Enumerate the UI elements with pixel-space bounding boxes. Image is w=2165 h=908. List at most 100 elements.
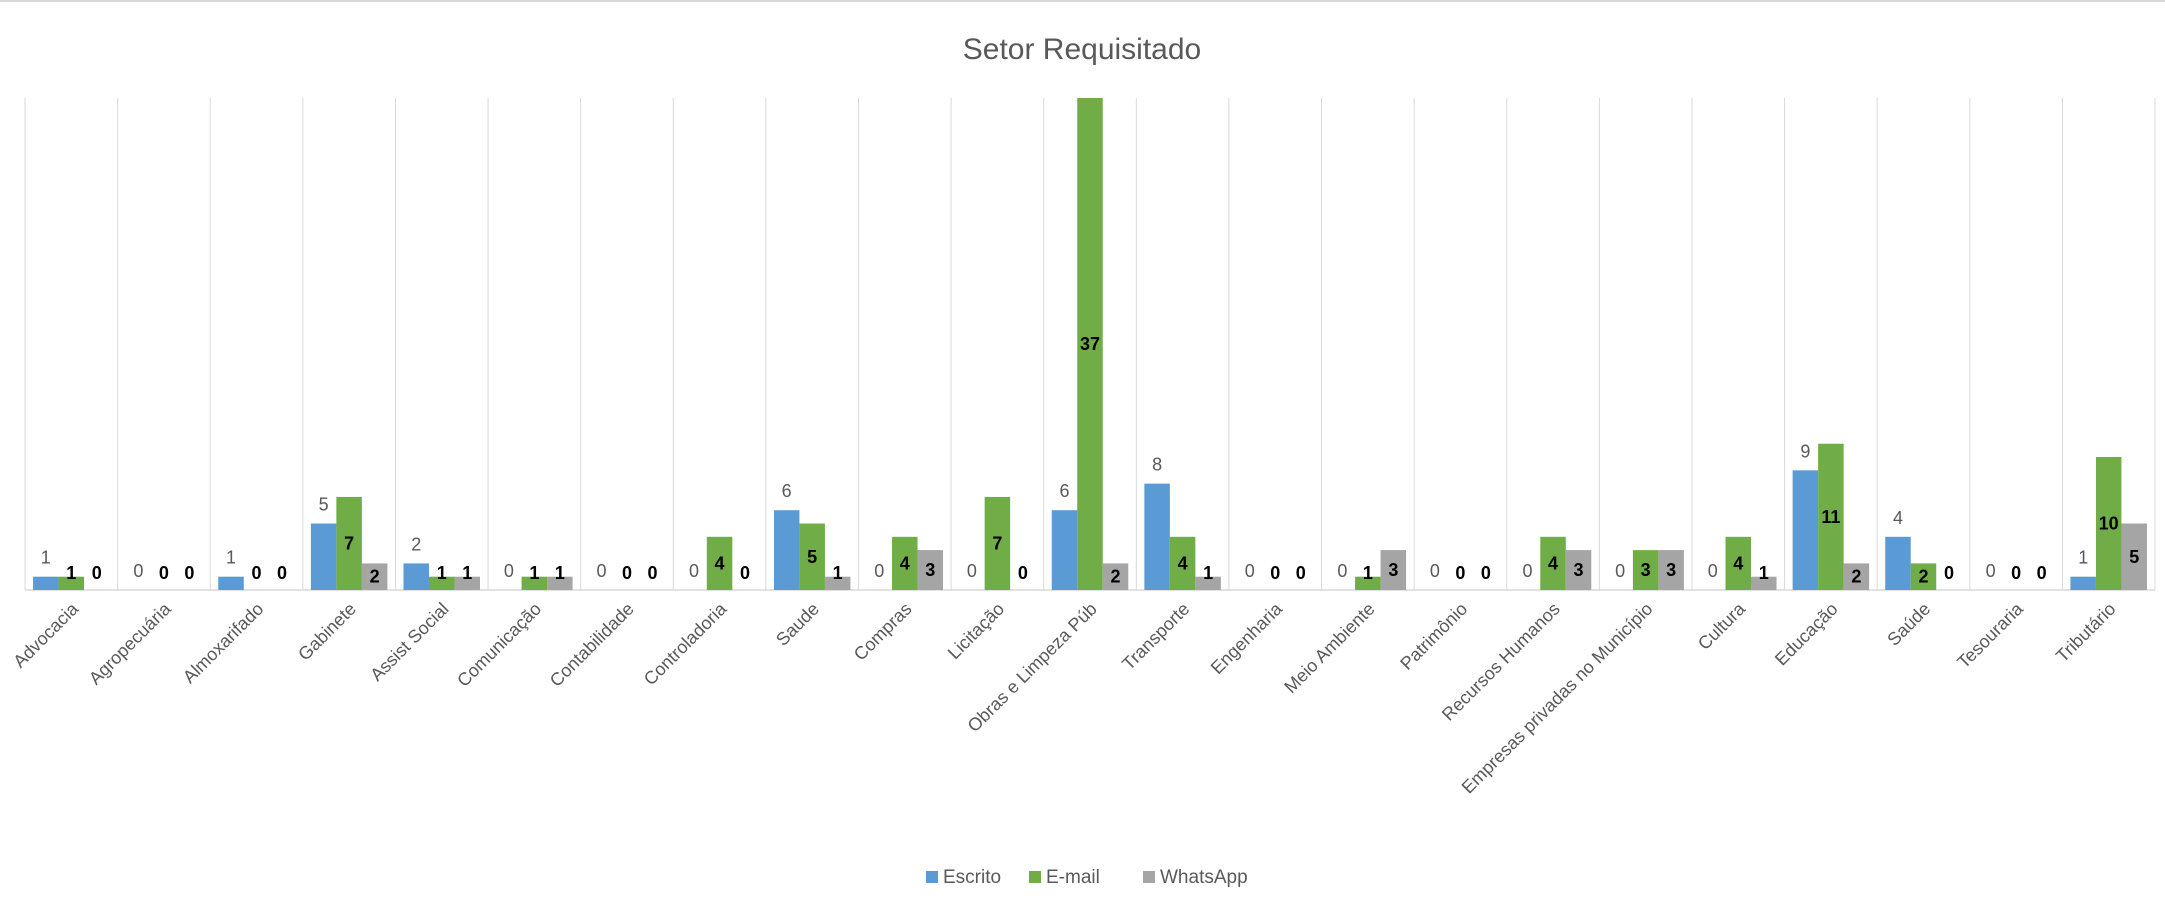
data-label-escrito-saude: 4 <box>1893 508 1903 528</box>
data-label-whatsapp-agropecuaria: 0 <box>184 563 194 583</box>
data-label-whatsapp-cultura: 1 <box>1759 563 1769 583</box>
data-label-escrito-assist-social: 2 <box>411 534 421 554</box>
category-label-tesouraria: Tesouraria <box>1953 598 2027 672</box>
bar-escrito-educacao <box>1792 470 1819 590</box>
bar-whatsapp-educacao <box>1843 563 1870 590</box>
data-label-e-mail-agropecuaria: 0 <box>159 563 169 583</box>
bar-escrito-saude <box>773 510 800 590</box>
data-label-escrito-tesouraria: 0 <box>1986 561 1996 581</box>
bar-e-mail-comunicacao <box>521 576 548 590</box>
data-label-e-mail-tesouraria: 0 <box>2011 563 2021 583</box>
data-label-escrito-meio-ambiente: 0 <box>1337 561 1347 581</box>
bar-whatsapp-recursos-humanos <box>1565 550 1592 590</box>
category-label-comunicacao: Comunicação <box>453 599 545 691</box>
data-label-whatsapp-engenharia: 0 <box>1296 563 1306 583</box>
bar-e-mail-assist-social <box>428 576 455 590</box>
legend-swatch-escrito <box>926 871 938 883</box>
legend-label-whatsapp: WhatsApp <box>1160 867 1248 888</box>
data-label-whatsapp-licitacao: 0 <box>1018 563 1028 583</box>
data-label-escrito-engenharia: 0 <box>1245 561 1255 581</box>
data-label-whatsapp-comunicacao: 1 <box>555 563 565 583</box>
data-label-e-mail-meio-ambiente: 1 <box>1363 563 1373 583</box>
data-label-whatsapp-educacao: 2 <box>1851 567 1861 587</box>
category-label-engenharia: Engenharia <box>1207 598 1287 678</box>
bar-e-mail-obras-e-limpeza-pub <box>1077 98 1103 590</box>
data-label-escrito-recursos-humanos: 0 <box>1523 561 1533 581</box>
bar-escrito-saude <box>1885 536 1911 590</box>
bar-e-mail-controladoria <box>706 536 733 590</box>
data-label-whatsapp-almoxarifado: 0 <box>277 563 287 583</box>
bar-e-mail-saude <box>799 523 825 590</box>
legend-label-escrito: Escrito <box>943 867 1001 888</box>
data-label-escrito-licitacao: 0 <box>967 561 977 581</box>
bar-whatsapp-compras <box>917 550 944 590</box>
bar-whatsapp-tributario <box>2121 523 2147 590</box>
bar-whatsapp-transporte <box>1195 576 1221 590</box>
bar-escrito-tributario <box>2070 576 2096 590</box>
data-label-e-mail-gabinete: 7 <box>344 533 354 553</box>
bar-escrito-obras-e-limpeza-pub <box>1051 510 1078 590</box>
data-label-whatsapp-tesouraria: 0 <box>2037 563 2047 583</box>
bar-whatsapp-empresas-privadas-no-municipio <box>1658 550 1684 590</box>
category-label-saude: Saude <box>772 599 823 650</box>
data-label-whatsapp-compras: 3 <box>925 560 935 580</box>
data-label-whatsapp-recursos-humanos: 3 <box>1574 560 1584 580</box>
data-label-whatsapp-meio-ambiente: 3 <box>1388 560 1398 580</box>
data-label-escrito-comunicacao: 0 <box>504 561 514 581</box>
category-label-assist-social: Assist Social <box>366 599 452 685</box>
data-label-e-mail-recursos-humanos: 4 <box>1548 553 1558 573</box>
bar-whatsapp-meio-ambiente <box>1380 550 1407 590</box>
legend-swatch-e-mail <box>1029 871 1041 883</box>
data-label-whatsapp-controladoria: 0 <box>740 563 750 583</box>
data-label-e-mail-empresas-privadas-no-municipio: 3 <box>1641 560 1651 580</box>
category-label-almoxarifado: Almoxarifado <box>179 599 267 687</box>
data-label-whatsapp-contabilidade: 0 <box>647 563 657 583</box>
bar-e-mail-cultura <box>1725 536 1752 590</box>
chart-title: Setor Requisitado <box>963 33 1201 66</box>
bar-e-mail-transporte <box>1169 536 1196 590</box>
category-label-contabilidade: Contabilidade <box>546 599 638 691</box>
data-label-escrito-agropecuaria: 0 <box>133 561 143 581</box>
data-label-escrito-contabilidade: 0 <box>596 561 606 581</box>
bar-e-mail-meio-ambiente <box>1355 576 1381 590</box>
legend-swatch-whatsapp <box>1143 871 1155 883</box>
category-label-educacao: Educação <box>1771 599 1842 670</box>
data-label-e-mail-cultura: 4 <box>1733 553 1743 573</box>
data-label-escrito-transporte: 8 <box>1152 455 1162 475</box>
category-label-gabinete: Gabinete <box>294 599 360 665</box>
data-label-whatsapp-saude: 0 <box>1944 563 1954 583</box>
data-label-e-mail-contabilidade: 0 <box>622 563 632 583</box>
data-label-escrito-tributario: 1 <box>2078 548 2088 568</box>
category-label-empresas-privadas-no-municipio: Empresas privadas no Município <box>1458 599 1657 798</box>
bar-escrito-almoxarifado <box>218 576 244 590</box>
data-label-escrito-gabinete: 5 <box>319 495 329 515</box>
bar-e-mail-recursos-humanos <box>1540 536 1566 590</box>
data-label-whatsapp-gabinete: 2 <box>370 567 380 587</box>
bar-whatsapp-comunicacao <box>547 576 573 590</box>
category-label-licitacao: Licitação <box>944 599 1008 663</box>
data-label-escrito-controladoria: 0 <box>689 561 699 581</box>
bar-e-mail-advocacia <box>58 576 85 590</box>
bar-e-mail-gabinete <box>336 496 362 590</box>
data-label-escrito-cultura: 0 <box>1708 561 1718 581</box>
data-label-escrito-educacao: 9 <box>1800 441 1810 461</box>
legend: Escrito E-mail WhatsApp <box>926 867 1248 888</box>
bar-whatsapp-gabinete <box>361 563 388 590</box>
data-label-e-mail-almoxarifado: 0 <box>252 563 262 583</box>
data-label-whatsapp-transporte: 1 <box>1203 563 1213 583</box>
data-label-escrito-patrimonio: 0 <box>1430 561 1440 581</box>
bar-e-mail-compras <box>892 536 918 590</box>
data-label-e-mail-controladoria: 4 <box>715 553 725 573</box>
category-label-advocacia: Advocacia <box>9 598 83 672</box>
bar-e-mail-saude <box>1910 563 1937 590</box>
data-label-e-mail-tributario: 10 <box>2099 514 2119 534</box>
bar-escrito-gabinete <box>310 523 337 590</box>
data-label-whatsapp-tributario: 5 <box>2129 547 2139 567</box>
category-label-patrimonio: Patrimônio <box>1396 599 1471 674</box>
bar-escrito-advocacia <box>33 576 59 590</box>
data-label-e-mail-engenharia: 0 <box>1270 563 1280 583</box>
data-label-e-mail-saude: 5 <box>807 547 817 567</box>
